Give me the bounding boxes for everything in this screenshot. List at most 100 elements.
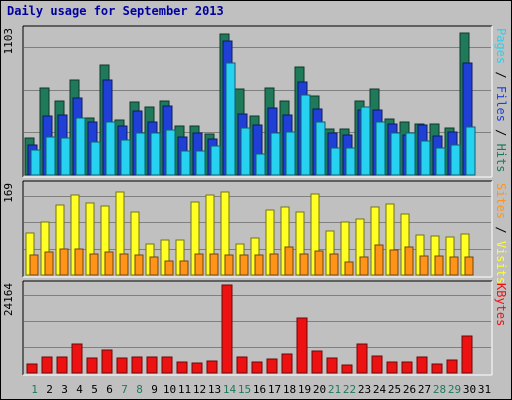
bar-kbytes-day-7 (116, 357, 128, 374)
day-label-15: 15 (238, 383, 251, 396)
bar-pages-day-26 (405, 132, 416, 176)
side-legend-part: Files (495, 86, 509, 122)
bar-pages-day-4 (75, 117, 86, 176)
bar-kbytes-day-10 (161, 356, 173, 374)
bar-sites-day-3 (59, 248, 69, 276)
day-label-8: 8 (136, 383, 143, 396)
day-label-29: 29 (448, 383, 461, 396)
side-legend: KBytes (495, 283, 509, 326)
bar-pages-day-9 (150, 132, 161, 176)
bar-pages-day-7 (120, 139, 131, 176)
y-max-label: 169 (2, 183, 15, 203)
day-label-23: 23 (358, 383, 371, 396)
bar-kbytes-day-12 (191, 362, 203, 374)
side-legend-part: Pages (495, 28, 509, 64)
bar-sites-day-24 (374, 244, 384, 276)
day-label-19: 19 (298, 383, 311, 396)
bar-kbytes-day-4 (71, 343, 83, 374)
panel-background (23, 281, 492, 375)
day-label-12: 12 (193, 383, 206, 396)
day-label-27: 27 (418, 383, 431, 396)
bar-sites-day-18 (284, 246, 294, 276)
bar-pages-day-15 (240, 127, 251, 176)
bar-pages-day-11 (180, 150, 191, 176)
bar-sites-day-9 (149, 256, 159, 276)
bar-sites-day-10 (164, 260, 174, 276)
day-label-1: 1 (31, 383, 38, 396)
day-label-26: 26 (403, 383, 416, 396)
bar-pages-day-24 (375, 121, 386, 176)
bar-kbytes-day-11 (176, 361, 188, 374)
bar-kbytes-day-13 (206, 360, 218, 374)
side-legend-part: / (495, 219, 509, 241)
day-label-22: 22 (343, 383, 356, 396)
bar-kbytes-day-21 (326, 357, 338, 374)
bar-pages-day-23 (360, 106, 371, 176)
chart-title: Daily usage for September 2013 (7, 4, 224, 18)
day-label-5: 5 (91, 383, 98, 396)
day-label-9: 9 (151, 383, 158, 396)
bar-sites-day-29 (449, 256, 459, 276)
day-label-31: 31 (478, 383, 491, 396)
bar-pages-day-17 (270, 132, 281, 176)
bar-kbytes-day-3 (56, 356, 68, 374)
bar-pages-day-29 (450, 144, 461, 176)
bar-pages-day-14 (225, 62, 236, 176)
bar-kbytes-day-27 (416, 356, 428, 374)
day-label-20: 20 (313, 383, 326, 396)
bar-pages-day-16 (255, 153, 266, 176)
bar-kbytes-day-29 (446, 359, 458, 374)
bar-kbytes-day-25 (386, 361, 398, 374)
day-label-6: 6 (106, 383, 113, 396)
bar-kbytes-day-18 (281, 353, 293, 374)
bar-sites-day-2 (44, 251, 54, 276)
bar-pages-day-5 (90, 141, 101, 176)
bar-pages-day-18 (285, 131, 296, 176)
bar-sites-day-8 (134, 254, 144, 276)
bar-kbytes-day-24 (371, 355, 383, 374)
bar-kbytes-day-5 (86, 357, 98, 374)
bar-kbytes-day-23 (356, 343, 368, 374)
bar-pages-day-10 (165, 129, 176, 176)
bar-sites-day-26 (404, 246, 414, 276)
bar-pages-day-3 (60, 137, 71, 176)
y-max-label: 24164 (2, 283, 15, 316)
bar-sites-day-21 (329, 253, 339, 276)
bar-sites-day-12 (194, 253, 204, 276)
day-label-17: 17 (268, 383, 281, 396)
bar-kbytes-day-17 (266, 358, 278, 374)
bar-sites-day-15 (239, 254, 249, 276)
bar-kbytes-day-8 (131, 356, 143, 374)
bar-sites-day-4 (74, 248, 84, 276)
bar-kbytes-day-26 (401, 361, 413, 374)
bar-sites-day-13 (209, 253, 219, 276)
bar-sites-day-16 (254, 254, 264, 276)
bar-kbytes-day-1 (26, 363, 38, 374)
bar-kbytes-day-15 (236, 356, 248, 374)
day-label-30: 30 (463, 383, 476, 396)
day-label-3: 3 (61, 383, 68, 396)
side-legend: Pages / Files / Hits (495, 28, 509, 173)
bar-kbytes-day-2 (41, 356, 53, 374)
day-label-24: 24 (373, 383, 387, 396)
side-legend-part: Hits (495, 144, 509, 173)
bar-kbytes-day-6 (101, 349, 113, 374)
day-label-11: 11 (178, 383, 191, 396)
bar-sites-day-25 (389, 249, 399, 276)
bar-pages-day-27 (420, 140, 431, 176)
day-label-4: 4 (76, 383, 83, 396)
bar-kbytes-day-28 (431, 363, 443, 374)
bar-sites-day-5 (89, 253, 99, 276)
side-legend: Sites / Visits (495, 183, 509, 284)
day-label-14: 14 (223, 383, 237, 396)
side-legend-part: Visits (495, 241, 509, 284)
bar-pages-day-21 (330, 147, 341, 176)
bar-sites-day-22 (344, 261, 354, 276)
bar-kbytes-day-22 (341, 364, 353, 374)
day-label-2: 2 (46, 383, 53, 396)
bar-kbytes-day-9 (146, 356, 158, 374)
bar-pages-day-8 (135, 132, 146, 176)
side-legend-part: Sites (495, 183, 509, 219)
